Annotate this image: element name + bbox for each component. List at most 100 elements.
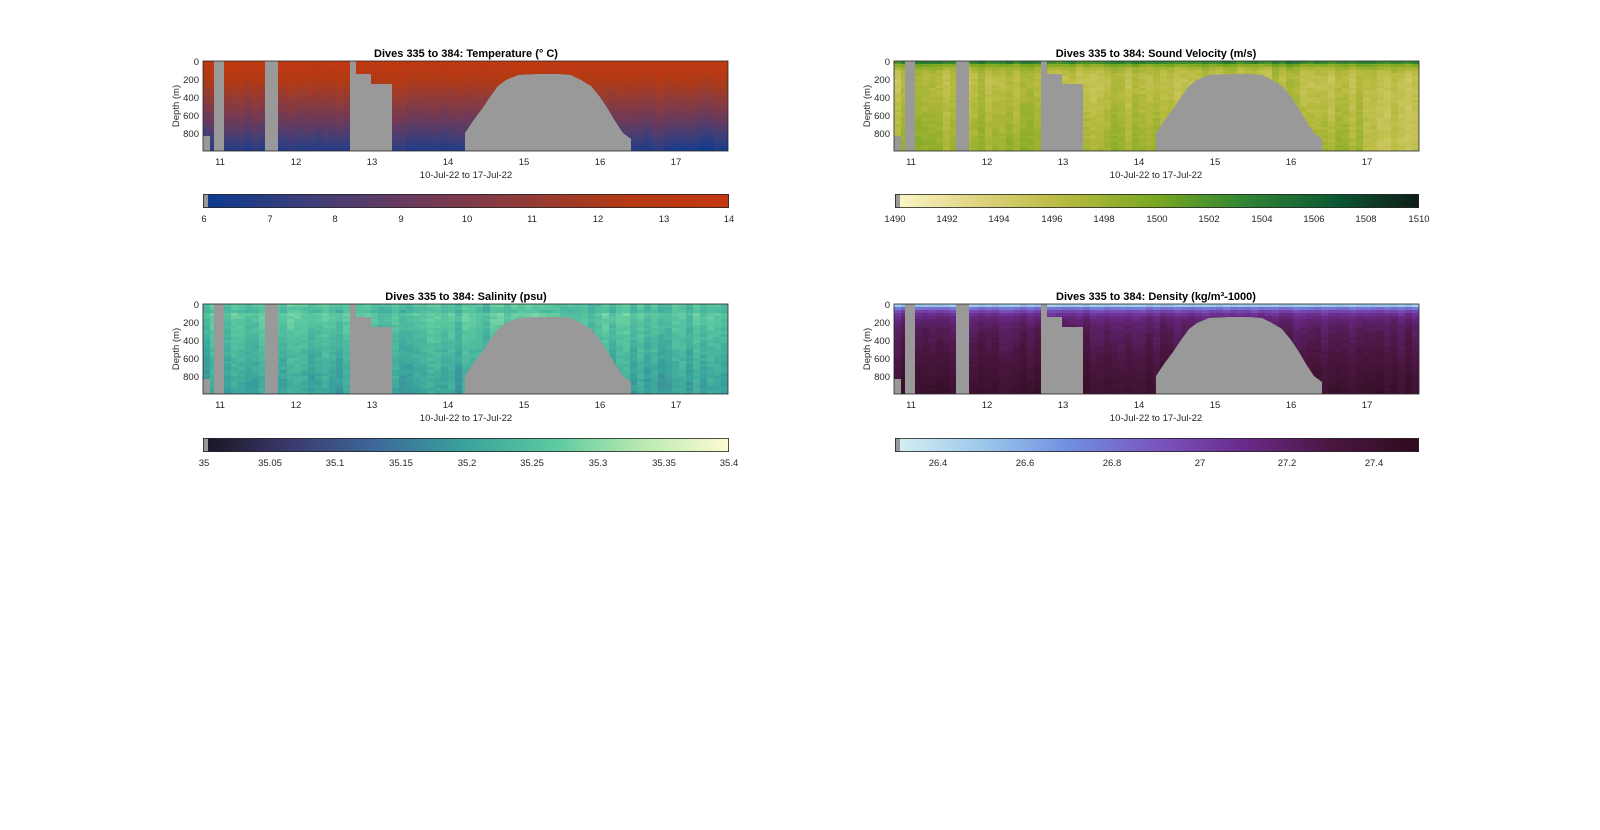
heatmap-cell <box>1321 76 1329 80</box>
heatmap-cell <box>1132 82 1140 86</box>
heatmap-cell <box>651 115 659 119</box>
heatmap-cell <box>1377 64 1385 68</box>
heatmap-cell <box>1370 124 1378 128</box>
heatmap-cell <box>1300 106 1308 110</box>
heatmap-cell <box>1377 67 1385 71</box>
heatmap-cell <box>1125 103 1133 107</box>
heatmap-cell <box>329 136 337 140</box>
x-tick-label: 12 <box>982 157 993 168</box>
heatmap-cell <box>210 121 218 125</box>
heatmap-cell <box>978 67 986 71</box>
heatmap-cell <box>455 121 463 125</box>
heatmap-cell <box>203 322 211 326</box>
heatmap-cell <box>1293 70 1301 74</box>
heatmap-cell <box>343 124 351 128</box>
heatmap-cell <box>448 121 456 125</box>
heatmap-cell <box>623 91 631 95</box>
heatmap-cell <box>672 85 680 89</box>
heatmap-cell <box>1349 133 1357 137</box>
heatmap-cell <box>1237 64 1245 68</box>
heatmap-cell <box>504 67 512 71</box>
heatmap-cell <box>1349 88 1357 92</box>
heatmap-cell <box>420 67 428 71</box>
heatmap-cell <box>1083 103 1091 107</box>
heatmap-cell <box>224 340 232 344</box>
heatmap-cell <box>490 73 498 77</box>
heatmap-cell <box>280 367 288 371</box>
heatmap-cell <box>616 100 624 104</box>
heatmap-cell <box>1111 100 1119 104</box>
heatmap-cell <box>929 112 937 116</box>
heatmap-cell <box>992 91 1000 95</box>
heatmap-cell <box>455 82 463 86</box>
heatmap-cell <box>672 112 680 116</box>
heatmap-cell <box>609 67 617 71</box>
heatmap-cell <box>259 307 267 311</box>
heatmap-cell <box>714 100 722 104</box>
heatmap-cell <box>1307 73 1315 77</box>
heatmap-cell <box>287 304 295 308</box>
heatmap-cell <box>203 88 211 92</box>
heatmap-cell <box>224 334 232 338</box>
heatmap-cell <box>1146 97 1154 101</box>
heatmap-cell <box>441 109 449 113</box>
heatmap-cell <box>1377 139 1385 143</box>
heatmap-cell <box>1083 106 1091 110</box>
heatmap-cell <box>1377 88 1385 92</box>
heatmap-cell <box>922 145 930 149</box>
heatmap-cell <box>894 61 902 65</box>
heatmap-cell <box>978 88 986 92</box>
heatmap-cell <box>1209 70 1217 74</box>
heatmap-cell <box>672 79 680 83</box>
heatmap-cell <box>287 121 295 125</box>
heatmap-cell <box>252 88 260 92</box>
heatmap-cell <box>922 64 930 68</box>
heatmap-cell <box>1363 82 1371 86</box>
heatmap-cell <box>224 85 232 89</box>
heatmap-cell <box>1034 85 1042 89</box>
heatmap-cell <box>413 133 421 137</box>
heatmap-cell <box>1384 100 1392 104</box>
heatmap-cell <box>245 349 253 353</box>
heatmap-cell <box>1265 76 1273 80</box>
heatmap-cell <box>1104 142 1112 146</box>
heatmap-cell <box>287 376 295 380</box>
heatmap-cell <box>1083 139 1091 143</box>
heatmap-cell <box>231 85 239 89</box>
heatmap-cell <box>231 316 239 320</box>
heatmap-cell <box>1356 85 1364 89</box>
heatmap-cell <box>252 310 260 314</box>
heatmap-cell <box>1083 64 1091 68</box>
heatmap-cell <box>399 148 407 151</box>
heatmap-cell <box>1216 70 1224 74</box>
heatmap-cell <box>1286 70 1294 74</box>
heatmap-cell <box>686 91 694 95</box>
heatmap-cell <box>308 76 316 80</box>
heatmap-cell <box>301 112 309 116</box>
heatmap-cell <box>985 121 993 125</box>
heatmap-cell <box>455 103 463 107</box>
heatmap-cell <box>922 94 930 98</box>
heatmap-cell <box>245 382 253 386</box>
heatmap-cell <box>1076 64 1084 68</box>
heatmap-cell <box>985 118 993 122</box>
heatmap-cell <box>280 346 288 350</box>
heatmap-cell <box>1132 136 1140 140</box>
heatmap-cell <box>210 379 218 383</box>
heatmap-cell <box>1405 94 1413 98</box>
heatmap-cell <box>1370 139 1378 143</box>
heatmap-cell <box>1083 145 1091 149</box>
heatmap-cell <box>210 103 218 107</box>
heatmap-cell <box>1328 115 1336 119</box>
heatmap-cell <box>1356 109 1364 113</box>
heatmap-cell <box>294 67 302 71</box>
heatmap-cell <box>1314 130 1322 134</box>
heatmap-cell <box>203 112 211 116</box>
heatmap-cell <box>950 136 958 140</box>
heatmap-cell <box>672 115 680 119</box>
heatmap-cell <box>985 61 993 65</box>
heatmap-cell <box>427 109 435 113</box>
heatmap-cell <box>630 118 638 122</box>
heatmap-cell <box>203 343 211 347</box>
heatmap-cell <box>1034 73 1042 77</box>
